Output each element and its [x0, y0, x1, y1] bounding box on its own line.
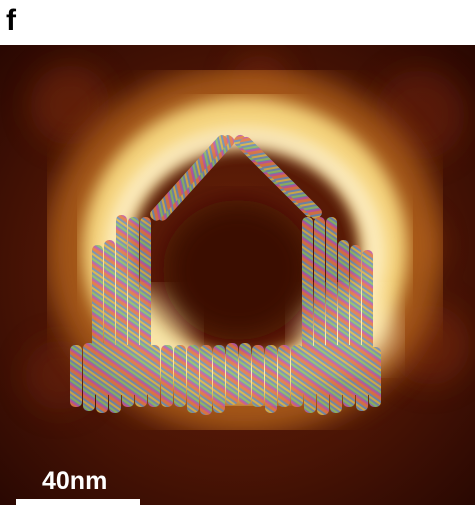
scale-bar-label: 40nm: [42, 467, 108, 495]
origami-model: [70, 134, 381, 415]
afm-micrograph: 40nm: [0, 45, 475, 505]
scale-bar: [16, 499, 140, 505]
panel-label: f: [6, 4, 16, 37]
afm-image-svg: [0, 45, 475, 505]
base-block: [70, 343, 381, 415]
